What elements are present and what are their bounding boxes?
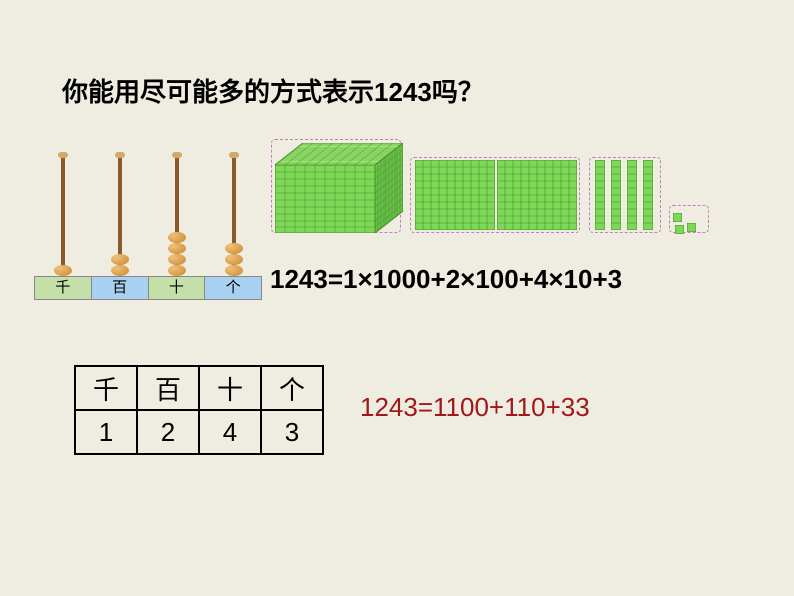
abacus-base-label: 十 [149, 277, 206, 299]
abacus-rod [232, 154, 236, 276]
pv-header-cell: 千 [75, 366, 137, 410]
hundred-flat [497, 160, 577, 235]
abacus-rod [118, 154, 122, 276]
abacus-bead [225, 254, 243, 265]
abacus-bead [225, 265, 243, 276]
abacus-base-label: 千 [35, 277, 92, 299]
pv-value-cell: 3 [261, 410, 323, 454]
pv-value-cell: 1 [75, 410, 137, 454]
abacus-bead [54, 265, 72, 276]
pv-value-cell: 4 [199, 410, 261, 454]
unit-cube [675, 221, 684, 239]
abacus-bead [168, 265, 186, 276]
alternative-equation: 1243=1100+110+33 [360, 392, 590, 423]
hundred-flat [415, 160, 495, 235]
expanded-form-equation: 1243=1×1000+2×100+4×10+3 [270, 264, 622, 295]
base-ten-blocks [275, 135, 775, 235]
pv-value-cell: 2 [137, 410, 199, 454]
question-text: 你能用尽可能多的方式表示1243吗？ [62, 72, 484, 109]
abacus-bead [168, 243, 186, 254]
ten-rod [627, 160, 637, 235]
abacus: 千百十个 [34, 150, 262, 300]
abacus-bead [168, 232, 186, 243]
ten-rod [643, 160, 653, 235]
pv-header-cell: 十 [199, 366, 261, 410]
abacus-bead [225, 243, 243, 254]
abacus-base-label: 个 [205, 277, 261, 299]
abacus-bead [111, 254, 129, 265]
ten-rod [595, 160, 605, 235]
abacus-base-label: 百 [92, 277, 149, 299]
pv-header-cell: 百 [137, 366, 199, 410]
abacus-base: 千百十个 [34, 276, 262, 300]
abacus-bead [111, 265, 129, 276]
thousand-cube [275, 143, 403, 238]
abacus-rod [61, 154, 65, 276]
unit-cube [687, 219, 696, 237]
place-value-table: 千百十个 1243 [74, 365, 324, 455]
abacus-rod [175, 154, 179, 276]
abacus-bead [168, 254, 186, 265]
ten-rod [611, 160, 621, 235]
pv-header-cell: 个 [261, 366, 323, 410]
